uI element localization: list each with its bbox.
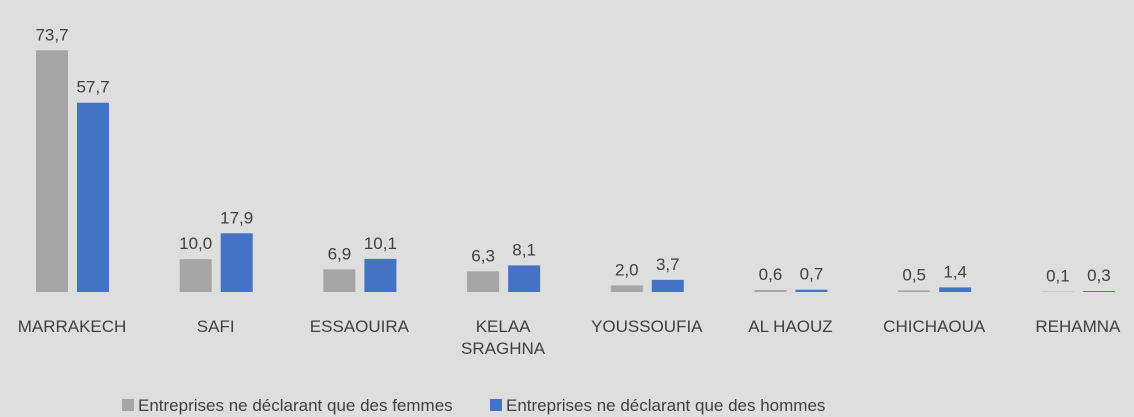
legend-swatch	[122, 399, 134, 411]
x-tick-label: AL HAOUZ	[748, 317, 833, 336]
bar	[1082, 291, 1115, 292]
data-label: 17,9	[220, 208, 253, 227]
bar	[220, 233, 253, 292]
data-label: 3,7	[656, 255, 680, 274]
legend-label: Entreprises ne déclarant que des hommes	[506, 396, 826, 415]
bar	[754, 290, 787, 292]
x-tick-label: SAFI	[196, 317, 235, 336]
data-label: 0,7	[800, 265, 824, 284]
data-label: 73,7	[35, 25, 68, 44]
data-label: 10,0	[179, 234, 212, 253]
bar	[795, 289, 828, 292]
data-label: 6,9	[328, 244, 352, 263]
legend-item: Entreprises ne déclarant que des femmes	[122, 396, 453, 416]
x-tick-label: KELAA SRAGHNA	[461, 317, 546, 358]
bar	[77, 102, 109, 292]
bar	[508, 265, 541, 292]
bar	[651, 279, 684, 292]
x-tick-label: MARRAKECH	[17, 317, 127, 336]
bar	[364, 258, 397, 292]
x-tick-label: CHICHAOUA	[883, 317, 986, 336]
data-label: 0,5	[902, 265, 926, 284]
x-tick-label: REHAMNA	[1035, 317, 1121, 336]
legend-label: Entreprises ne déclarant que des femmes	[138, 396, 453, 415]
bar	[323, 269, 356, 292]
legend-swatch	[490, 399, 502, 411]
bar	[179, 259, 212, 292]
legend-item: Entreprises ne déclarant que des hommes	[490, 396, 825, 416]
x-tick-label: ESSAOUIRA	[309, 317, 409, 336]
data-label: 2,0	[615, 260, 639, 279]
bar	[610, 285, 643, 292]
data-label: 1,4	[943, 262, 967, 281]
data-label: 8,1	[512, 240, 536, 259]
data-label: 0,3	[1087, 266, 1111, 285]
x-tick-label: YOUSSOUFIA	[591, 317, 703, 336]
bar	[36, 50, 68, 292]
bar	[898, 290, 931, 292]
data-label: 0,6	[759, 265, 783, 284]
data-label: 6,3	[471, 246, 495, 265]
data-label: 57,7	[76, 78, 109, 97]
bar	[467, 271, 500, 292]
data-label: 0,1	[1046, 267, 1070, 286]
data-label: 10,1	[364, 234, 397, 253]
bar	[939, 287, 972, 292]
